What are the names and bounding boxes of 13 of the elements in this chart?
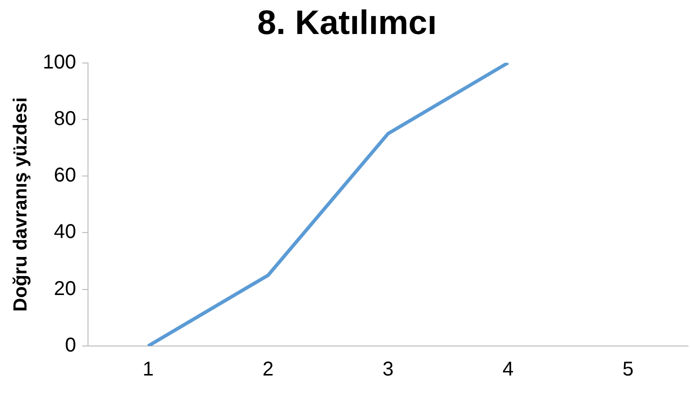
y-tick-label: 80 bbox=[54, 108, 76, 130]
y-axis-title: Doğru davranış yüzdesi bbox=[10, 97, 32, 312]
x-tick-label: 4 bbox=[502, 358, 514, 381]
x-tick-label: 1 bbox=[142, 358, 154, 381]
x-tick-label: 3 bbox=[382, 358, 394, 381]
x-tick-label: 5 bbox=[622, 358, 634, 381]
y-tick-label: 40 bbox=[54, 221, 76, 244]
y-tick-label: 20 bbox=[54, 278, 76, 300]
y-tick-label: 100 bbox=[42, 51, 76, 74]
x-tick-label: 2 bbox=[262, 358, 274, 381]
chart-title: 8. Katılımcı bbox=[257, 4, 437, 42]
y-tick-label: 0 bbox=[65, 334, 76, 357]
y-tick-label: 60 bbox=[54, 164, 76, 187]
